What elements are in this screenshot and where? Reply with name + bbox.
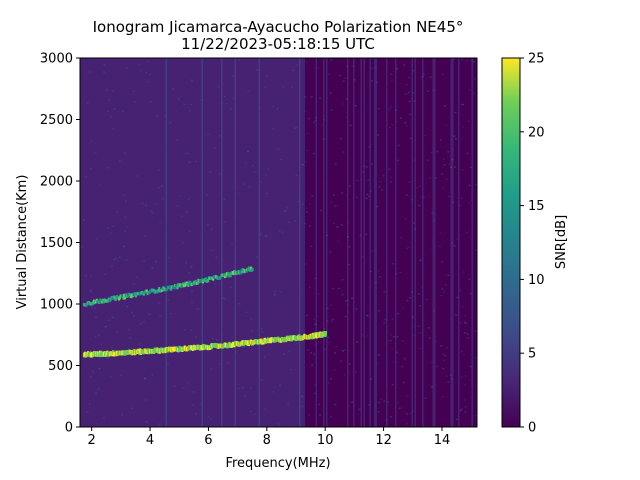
y-tick-label-1: 500 [48,359,73,374]
colorbar-tick-label-5: 25 [528,52,545,67]
noise-speckle [80,58,477,427]
noise-stripes [80,58,477,427]
y-tick-label-6: 3000 [40,52,73,67]
heatmap-area [80,58,477,427]
y-tick-label-4: 2000 [40,175,73,190]
x-tick-label-0: 2 [88,433,96,448]
x-tick-label-4: 10 [317,433,334,448]
x-axis: 2 4 6 8 10 12 14 [88,427,451,448]
colorbar-tick-label-3: 15 [528,199,545,214]
colorbar-tick-label-1: 5 [528,347,536,362]
colorbar-tick-label-2: 10 [528,273,545,288]
x-tick-label-1: 4 [146,433,154,448]
colorbar-label: SNR[dB] [554,215,569,269]
colorbar-tick-label-0: 0 [528,421,536,436]
y-axis: 0 500 1000 1500 2000 2500 3000 [40,52,80,436]
y-tick-label-0: 0 [65,421,73,436]
y-axis-label: Virtual Distance(Km) [15,175,30,310]
chart-title-line2: 11/22/2023-05:18:15 UTC [181,35,375,53]
x-tick-label-3: 8 [263,433,271,448]
x-tick-label-2: 6 [204,433,212,448]
y-tick-label-5: 2500 [40,113,73,128]
x-tick-label-6: 14 [434,433,451,448]
x-tick-label-5: 12 [375,433,392,448]
colorbar-axis: 0 5 10 15 20 25 [520,52,545,436]
colorbar-tick-label-4: 20 [528,125,545,140]
echo-trace-1 [82,330,328,358]
y-tick-label-3: 1500 [40,236,73,251]
chart-title-line1: Ionogram Jicamarca-Ayacucho Polarization… [93,18,464,36]
x-axis-label: Frequency(MHz) [225,456,330,471]
y-tick-label-2: 1000 [40,298,73,313]
colorbar [501,57,521,428]
echo-trace-2 [82,266,254,307]
